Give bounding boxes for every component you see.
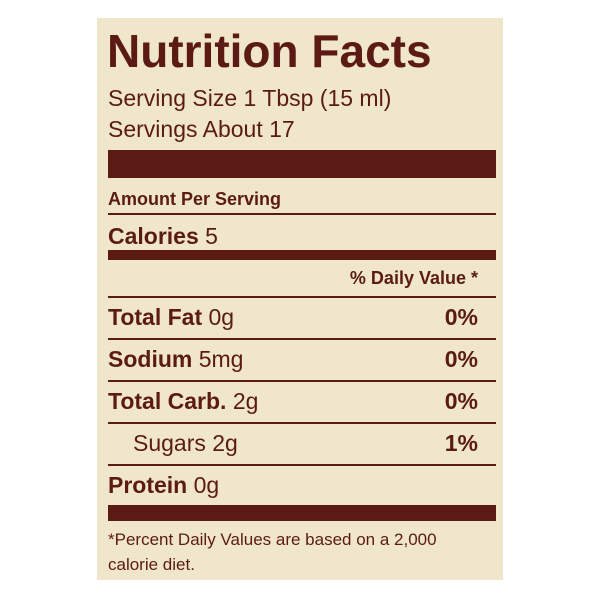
- daily-value: 1%: [444, 430, 478, 456]
- servings: Servings About 17: [108, 116, 295, 142]
- rule: [108, 213, 496, 215]
- nutrient-row: Protein 0g: [108, 474, 219, 497]
- nutrient-name: Sodium: [108, 346, 193, 372]
- title: Nutrition Facts: [107, 25, 432, 77]
- calories-value: 5: [205, 223, 218, 249]
- calories-label: Calories: [108, 223, 199, 249]
- medium-rule: [108, 250, 496, 260]
- calories-row: Calories 5: [108, 225, 218, 248]
- nutrient-amount: 0g: [208, 304, 235, 330]
- nutrient-name: Total Fat: [108, 304, 203, 330]
- thick-rule: [108, 505, 496, 521]
- nutrient-amount: 5mg: [198, 346, 244, 372]
- amount-per-serving: Amount Per Serving: [108, 189, 282, 209]
- rule: [108, 296, 496, 298]
- footnote: *Percent Daily Values are based on a 2,0…: [108, 530, 437, 549]
- rule: [108, 380, 496, 382]
- daily-value: 0%: [444, 346, 478, 372]
- daily-value: 0%: [444, 304, 478, 330]
- nutrient-name: Sugars 2g: [133, 430, 238, 456]
- thick-rule: [108, 150, 496, 178]
- nutrient-row: Sodium 5mg: [108, 348, 243, 371]
- rule: [108, 338, 496, 340]
- nutrient-amount: 0g: [193, 472, 220, 498]
- nutrient-row: Total Carb. 2g: [108, 390, 258, 413]
- serving-size: Serving Size 1 Tbsp (15 ml): [108, 85, 392, 111]
- rule: [108, 464, 496, 466]
- nutrient-row: Total Fat 0g: [108, 306, 234, 329]
- footnote: calorie diet.: [108, 555, 195, 574]
- nutrient-amount: 2g: [232, 388, 259, 414]
- nutrient-name: Total Carb.: [108, 388, 227, 414]
- nutrient-row: Sugars 2g: [133, 432, 238, 455]
- daily-value-header: % Daily Value *: [349, 268, 478, 288]
- nutrient-name: Protein: [108, 472, 188, 498]
- daily-value: 0%: [444, 388, 478, 414]
- rule: [108, 422, 496, 424]
- label-panel: [97, 18, 503, 580]
